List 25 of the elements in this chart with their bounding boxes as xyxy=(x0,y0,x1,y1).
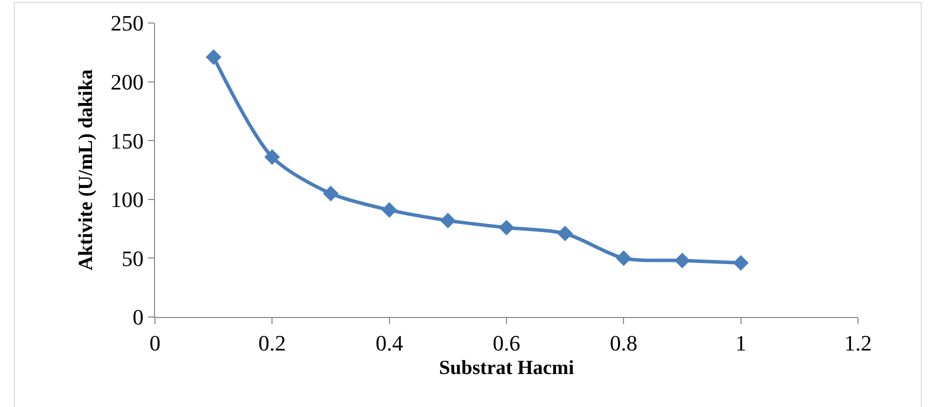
x-tick-label: 1 xyxy=(735,330,746,356)
point xyxy=(733,255,749,271)
x-axis-title: Substrat Hacmi xyxy=(439,356,574,379)
point xyxy=(674,252,690,268)
y-tick-label: 200 xyxy=(110,70,144,94)
point xyxy=(206,49,222,65)
y-tick-label: 250 xyxy=(110,10,144,36)
point xyxy=(440,212,456,228)
y-tick-label: 0 xyxy=(132,304,144,330)
y-tick-label: 150 xyxy=(110,128,144,154)
y-axis-title: Aktivite (U/mL) dakika xyxy=(75,69,98,271)
point xyxy=(557,226,573,242)
point xyxy=(322,186,339,202)
point xyxy=(498,220,514,236)
x-tick-label: 0 xyxy=(150,330,160,356)
point xyxy=(616,250,632,266)
y-tick-label: 100 xyxy=(110,187,144,212)
x-tick-label: 0.6 xyxy=(492,330,520,356)
x-tick-label: 0.4 xyxy=(376,330,404,356)
x-tick-label: 1.2 xyxy=(844,330,872,356)
point xyxy=(264,149,280,165)
x-tick-label: 0.2 xyxy=(258,330,286,356)
point xyxy=(382,202,398,218)
x-tick-label: 0.8 xyxy=(610,330,638,356)
y-tick-label: 50 xyxy=(122,246,144,271)
